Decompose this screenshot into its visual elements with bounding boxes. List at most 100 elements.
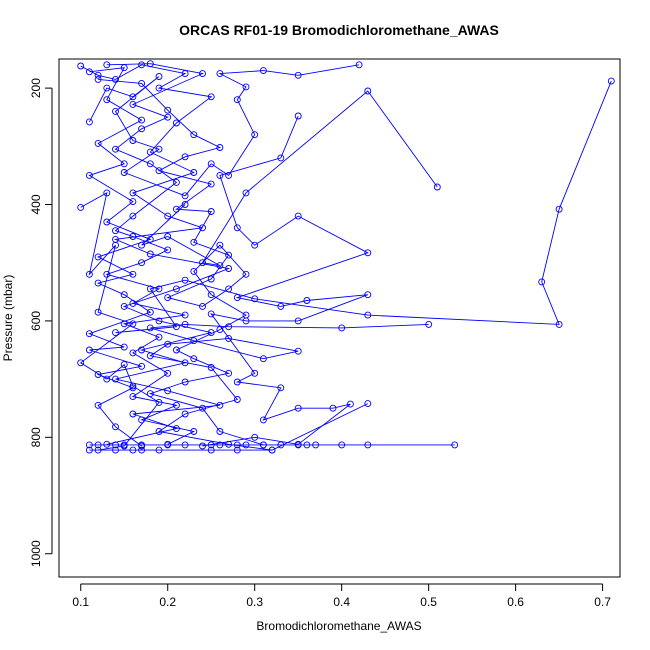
data-point-8-10 — [233, 441, 241, 449]
data-point-4-4 — [555, 320, 563, 328]
data-point-6-2 — [277, 154, 285, 162]
data-point-12-24 — [172, 401, 180, 409]
data-point-6-16 — [233, 378, 241, 386]
data-point-7-13 — [233, 396, 241, 403]
y-tick-label-4: 800 — [29, 427, 43, 447]
y-tick-label-2: 400 — [29, 194, 43, 214]
data-point-11-21 — [242, 311, 250, 319]
data-point-6-11 — [364, 291, 372, 299]
data-point-7-8 — [294, 347, 302, 355]
data-point-1-4 — [138, 61, 146, 69]
chart-title: ORCAS RF01-19 Bromodichloromethane_AWAS — [179, 22, 499, 38]
x-axis-label: Bromodichloromethane_AWAS — [256, 619, 421, 633]
data-point-8-4 — [312, 441, 320, 449]
data-point-12-25 — [138, 416, 146, 424]
data-point-4-1 — [607, 77, 615, 85]
data-point-2-18 — [85, 346, 93, 354]
data-point-5-7 — [138, 241, 146, 249]
data-point-3-2 — [103, 189, 111, 197]
series-line-7 — [149, 323, 429, 451]
data-point-1-11 — [129, 189, 137, 197]
data-point-9-1 — [85, 446, 93, 454]
data-point-6-15 — [251, 369, 259, 377]
data-point-3-1 — [77, 203, 85, 211]
data-point-11-10 — [207, 208, 215, 215]
data-point-9-6 — [207, 446, 215, 454]
data-point-12-14 — [138, 259, 146, 267]
data-point-2-4 — [138, 116, 146, 124]
data-point-12-18 — [181, 311, 189, 319]
x-tick-label-1: 0.1 — [72, 595, 89, 609]
data-point-2-14 — [120, 291, 128, 299]
data-point-10-14 — [242, 83, 250, 91]
data-point-10-16 — [259, 67, 267, 75]
data-point-3-4 — [112, 241, 119, 249]
data-point-5-2 — [364, 87, 372, 95]
data-point-12-15 — [103, 270, 111, 278]
data-point-12-11 — [112, 227, 119, 235]
data-point-3-7 — [77, 359, 85, 367]
data-point-12-19 — [120, 320, 128, 328]
data-point-9-8 — [268, 446, 276, 454]
data-point-1-13 — [199, 224, 206, 232]
x-tick-label-7: 0.7 — [594, 595, 611, 609]
data-point-8-5 — [303, 441, 311, 449]
data-point-1-2 — [94, 71, 102, 79]
y-axis-label: Pressure (mbar) — [1, 275, 15, 362]
data-point-3-3 — [85, 270, 93, 278]
data-point-7-18 — [364, 400, 372, 408]
data-point-12-2 — [146, 60, 154, 68]
data-point-8-12 — [207, 441, 215, 449]
data-point-8-17 — [112, 441, 119, 449]
x-tick-label-2: 0.2 — [159, 595, 176, 609]
data-point-10-17 — [294, 71, 302, 79]
data-point-11-7 — [155, 167, 163, 175]
data-point-12-26 — [190, 428, 198, 435]
data-point-11-15 — [199, 302, 206, 310]
data-point-4-8 — [146, 285, 154, 293]
data-point-9-2 — [112, 446, 119, 454]
data-point-10-6 — [129, 137, 137, 144]
data-point-2-22 — [94, 401, 102, 409]
data-point-1-21 — [138, 346, 146, 354]
data-point-1-19 — [155, 317, 163, 325]
data-point-12-1 — [103, 61, 111, 69]
data-point-11-18 — [216, 241, 224, 249]
data-point-5-1 — [433, 183, 441, 191]
data-point-1-10 — [190, 169, 198, 176]
data-point-7-5 — [146, 324, 154, 332]
data-point-7-15 — [155, 428, 163, 435]
data-point-10-18 — [355, 61, 363, 69]
data-point-6-9 — [277, 302, 285, 310]
data-point-1-15 — [146, 250, 154, 258]
data-point-10-4 — [155, 73, 163, 80]
data-point-8-1 — [451, 441, 459, 449]
data-point-6-23 — [251, 433, 259, 441]
data-point-6-20 — [329, 404, 337, 412]
data-point-3-5 — [94, 308, 102, 316]
series-line-12 — [105, 63, 205, 445]
data-point-2-5 — [94, 139, 102, 147]
data-point-8-3 — [338, 441, 346, 449]
x-tick-label-5: 0.5 — [420, 595, 437, 609]
data-point-6-18 — [259, 416, 267, 424]
series-line-2 — [88, 67, 152, 447]
data-point-2-3 — [103, 96, 111, 104]
data-point-10-15 — [216, 70, 224, 78]
data-point-4-5 — [364, 311, 372, 319]
data-point-6-10 — [303, 297, 311, 304]
data-point-1-7 — [207, 93, 215, 101]
data-point-12-20 — [155, 333, 163, 341]
data-point-1-12 — [164, 212, 172, 220]
data-point-6-1 — [294, 112, 302, 120]
data-point-6-8 — [233, 294, 241, 302]
data-point-12-22 — [164, 369, 172, 377]
data-point-10-10 — [207, 160, 215, 168]
series-line-6 — [202, 115, 369, 447]
data-point-6-24 — [199, 442, 206, 450]
data-point-11-2 — [138, 79, 146, 87]
data-point-8-19 — [85, 441, 93, 449]
data-point-1-17 — [172, 285, 180, 293]
data-point-6-21 — [346, 400, 354, 408]
data-point-3-10 — [129, 382, 137, 390]
